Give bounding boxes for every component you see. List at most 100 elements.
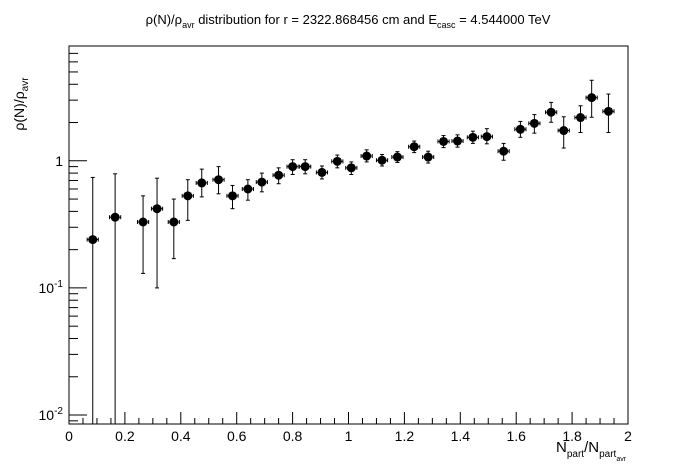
x-axis: 0 0.2 0.4 0.6 0.8 1 1.2 1.4 1.6 1.8 2 [65,412,632,444]
x-axis-label-mid: /N [584,439,599,456]
data-point [331,154,344,169]
marker [587,93,597,103]
marker [169,217,179,227]
y-tick-label-exponent: -2 [54,406,63,417]
marker [392,152,402,162]
y-axis-label: ρ(N)/ρavr [11,77,31,131]
y-axis-label-sub: avr [20,77,31,92]
data-point [345,161,358,176]
marker [152,204,162,214]
chart-title-main-sub: avr [182,20,195,30]
x-axis-label-sub2: part [599,449,616,460]
x-tick-label: 0.6 [227,428,247,444]
data-point [299,159,312,175]
marker [183,191,193,201]
marker [529,118,539,128]
chart-title-main: ρ(N)/ρ [146,12,182,27]
x-axis-label-subsub: avr [616,456,626,463]
y-axis-label-main: ρ(N)/ρ [11,91,27,130]
y-tick-label-exponent: -1 [54,279,63,290]
data-point [585,79,598,118]
data-point [514,120,527,138]
marker [603,106,613,116]
y-tick-label: 10-2 [39,406,64,423]
marker [332,156,342,166]
x-axis-label-main: N [556,439,567,456]
y-tick-label-base: 10 [39,280,55,296]
chart-title-end: = 4.544000 TeV [456,12,551,27]
chart-title: ρ(N)/ρavr distribution for r = 2322.8684… [146,12,551,30]
x-axis-label-sub1: part [567,449,584,460]
data-points [86,79,615,424]
y-tick-label-base: 1 [55,153,63,169]
x-tick-label: 0.8 [283,428,303,444]
marker [482,132,492,142]
y-tick-label: 10-1 [39,279,64,296]
data-point [315,165,329,180]
data-point [451,134,464,148]
data-point [181,179,194,221]
data-point [375,154,389,167]
x-tick-label: 0 [65,428,73,444]
x-tick-label: 1.8 [562,428,582,444]
data-point [286,159,299,176]
data-point [528,114,541,134]
marker [197,178,207,188]
data-point [466,130,479,144]
marker [453,136,463,146]
data-point [408,140,421,154]
data-point [545,101,558,123]
x-tick-label: 2 [624,428,632,444]
marker [546,107,556,117]
marker [274,170,284,180]
plot-frame [68,45,629,425]
data-point [557,116,570,149]
x-tick-label: 0.2 [115,428,135,444]
marker [346,163,356,173]
data-point [255,172,268,193]
x-tick-label: 1 [345,428,353,444]
marker [214,175,224,185]
data-point [391,151,404,163]
x-tick-label: 1.2 [395,428,415,444]
y-axis: 10-210-11 [39,45,87,423]
marker [575,113,585,123]
marker [288,162,298,172]
data-point [480,128,493,145]
data-point [195,168,208,198]
y-tick-label-base: 10 [39,407,55,423]
marker [499,146,509,156]
marker [228,191,238,201]
marker [257,177,267,187]
x-tick-label: 1.4 [451,428,471,444]
x-axis-label: Npart/Npartavr [556,439,627,463]
marker [138,217,148,227]
chart-title-mid: distribution for r = 2322.868456 cm and … [195,12,438,27]
data-point [150,177,164,289]
x-tick-label: 1.6 [506,428,526,444]
marker [377,155,387,165]
marker [300,162,310,172]
marker [110,212,120,222]
chart-title-mid-sub: casc [437,20,456,30]
marker [88,235,98,245]
data-point [360,149,373,163]
data-point [497,142,510,161]
data-point [272,167,285,185]
y-tick-label: 1 [55,153,63,169]
data-point [109,173,122,424]
marker [468,132,478,142]
marker [243,184,253,194]
data-point [226,184,239,210]
data-point [241,179,254,201]
marker [409,142,419,152]
marker [362,151,372,161]
data-point [167,198,180,260]
data-point [602,93,615,133]
data-point [212,166,225,195]
marker [423,152,433,162]
data-point [422,150,435,164]
marker [439,136,449,146]
data-point [86,176,99,424]
